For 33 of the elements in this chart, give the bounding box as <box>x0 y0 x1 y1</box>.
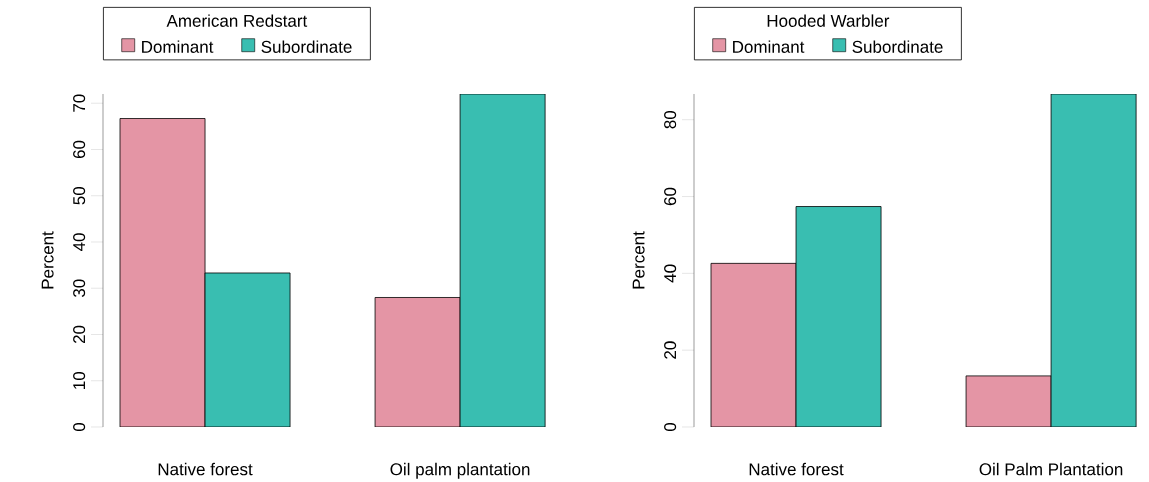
y-tick-label: 70 <box>73 94 86 112</box>
x-tick-label: Native forest <box>749 462 844 476</box>
y-tick-label: 0 <box>664 422 677 432</box>
y-tick-label: 30 <box>73 279 86 298</box>
y-tick-label: 10 <box>73 371 86 389</box>
legend-label: Dominant <box>733 40 805 53</box>
legend-title: Hooded Warbler <box>767 14 890 27</box>
bar <box>119 118 206 427</box>
bar <box>374 297 461 427</box>
y-axis-title: Percent <box>632 231 645 289</box>
y-tick-label: 40 <box>73 233 86 252</box>
y-tick-label: 20 <box>664 341 677 359</box>
y-tick-label: 60 <box>73 140 86 159</box>
legend-title: American Redstart <box>166 14 308 27</box>
legend-label: Subordinate <box>852 40 943 53</box>
y-axis-title: Percent <box>41 231 54 289</box>
y-tick-label: 50 <box>73 186 86 205</box>
x-tick-label: Native forest <box>158 462 253 476</box>
y-tick-label: 40 <box>664 264 677 283</box>
y-tick-label: 0 <box>73 422 86 432</box>
bar <box>965 375 1052 427</box>
legend-label: Dominant <box>142 40 214 53</box>
bar <box>710 262 797 427</box>
legend-label: Subordinate <box>261 40 352 53</box>
bar <box>204 272 291 427</box>
bar <box>459 93 546 427</box>
y-tick-label: 80 <box>664 110 677 129</box>
y-tick-label: 20 <box>73 325 86 344</box>
bar <box>795 206 882 427</box>
y-tick-label: 60 <box>664 187 677 206</box>
bar <box>1050 93 1137 427</box>
x-tick-label: Oil Palm Plantation <box>979 462 1123 476</box>
x-tick-label: Oil palm plantation <box>390 462 530 479</box>
